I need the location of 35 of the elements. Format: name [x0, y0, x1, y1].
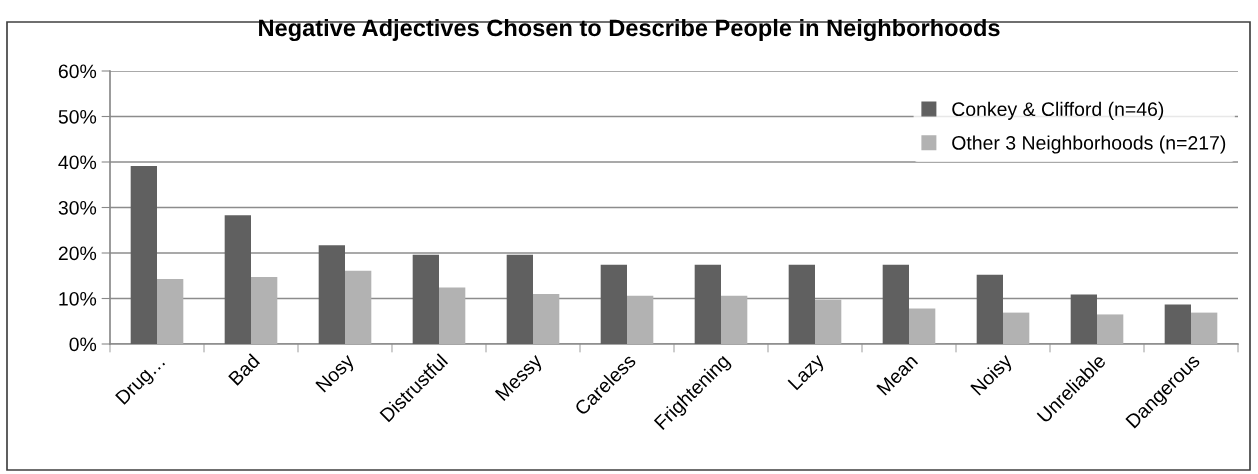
bar — [788, 264, 815, 344]
bar — [976, 274, 1003, 344]
chart-title: Negative Adjectives Chosen to Describe People in Neighborhoods — [259, 18, 1000, 42]
bar — [157, 278, 184, 344]
bar — [412, 254, 439, 344]
bar — [721, 295, 748, 344]
bar — [694, 264, 721, 344]
bar — [318, 245, 345, 344]
bar — [909, 308, 936, 344]
bar — [130, 166, 157, 344]
bar — [600, 264, 627, 344]
y-tick-label: 10% — [59, 291, 97, 306]
bar — [1191, 312, 1218, 344]
bar — [627, 295, 654, 344]
bar — [1097, 314, 1124, 344]
y-tick-label: 40% — [58, 155, 97, 170]
bar — [1070, 294, 1097, 344]
y-tick-label: 20% — [58, 246, 97, 261]
bar — [1003, 312, 1030, 344]
bar — [1164, 304, 1191, 344]
legend-label: Conkey & Clifford (n=46) — [952, 101, 1164, 120]
bar — [224, 215, 251, 344]
bar — [815, 299, 842, 344]
y-tick-label: 50% — [58, 109, 97, 124]
bar — [882, 264, 909, 344]
bar — [251, 277, 278, 344]
y-tick-label: 30% — [58, 200, 97, 215]
bar — [533, 293, 560, 344]
legend-label: Other 3 Neighborhoods (n=217) — [952, 135, 1226, 154]
x-tick-label: Bad — [227, 353, 261, 386]
bar — [506, 254, 533, 344]
bar — [439, 287, 466, 344]
y-tick-label: 60% — [58, 64, 97, 79]
y-tick-label: 0% — [69, 337, 97, 352]
bar — [345, 270, 372, 344]
